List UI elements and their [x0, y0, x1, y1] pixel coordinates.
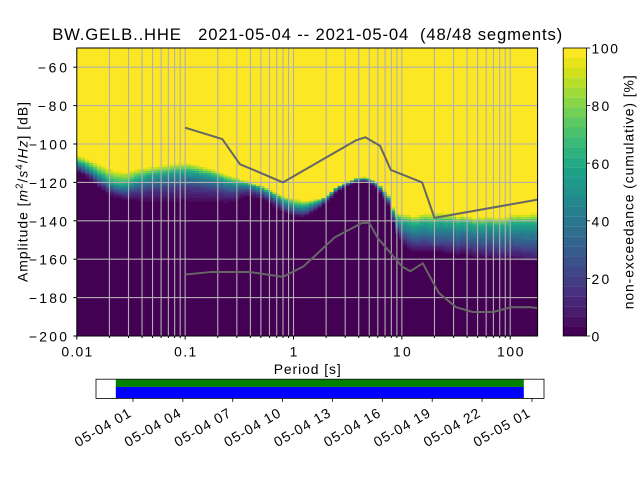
svg-text:20: 20 — [592, 271, 610, 287]
svg-text:−80: −80 — [38, 98, 68, 114]
svg-text:100: 100 — [592, 41, 619, 57]
svg-text:10: 10 — [393, 344, 411, 360]
svg-text:−60: −60 — [38, 60, 68, 76]
svg-text:100: 100 — [497, 344, 524, 360]
svg-text:0.1: 0.1 — [174, 344, 196, 360]
svg-text:60: 60 — [592, 156, 610, 172]
svg-text:40: 40 — [592, 213, 610, 229]
svg-text:Amplitude [m2/s4/Hz] [dB]: Amplitude [m2/s4/Hz] [dB] — [15, 102, 31, 282]
svg-text:0.01: 0.01 — [61, 344, 92, 360]
svg-text:1: 1 — [290, 344, 298, 360]
svg-text:BW.GELB..HHE 2021-05-04 -- 2: BW.GELB..HHE 2021-05-04 -- 2021-05-04 (4… — [52, 25, 562, 44]
svg-text:Period [s]: Period [s] — [274, 361, 341, 377]
svg-text:80: 80 — [592, 98, 610, 114]
svg-text:0: 0 — [592, 329, 600, 345]
svg-text:non-exceedance (cumulative) [%: non-exceedance (cumulative) [%] — [621, 75, 637, 309]
